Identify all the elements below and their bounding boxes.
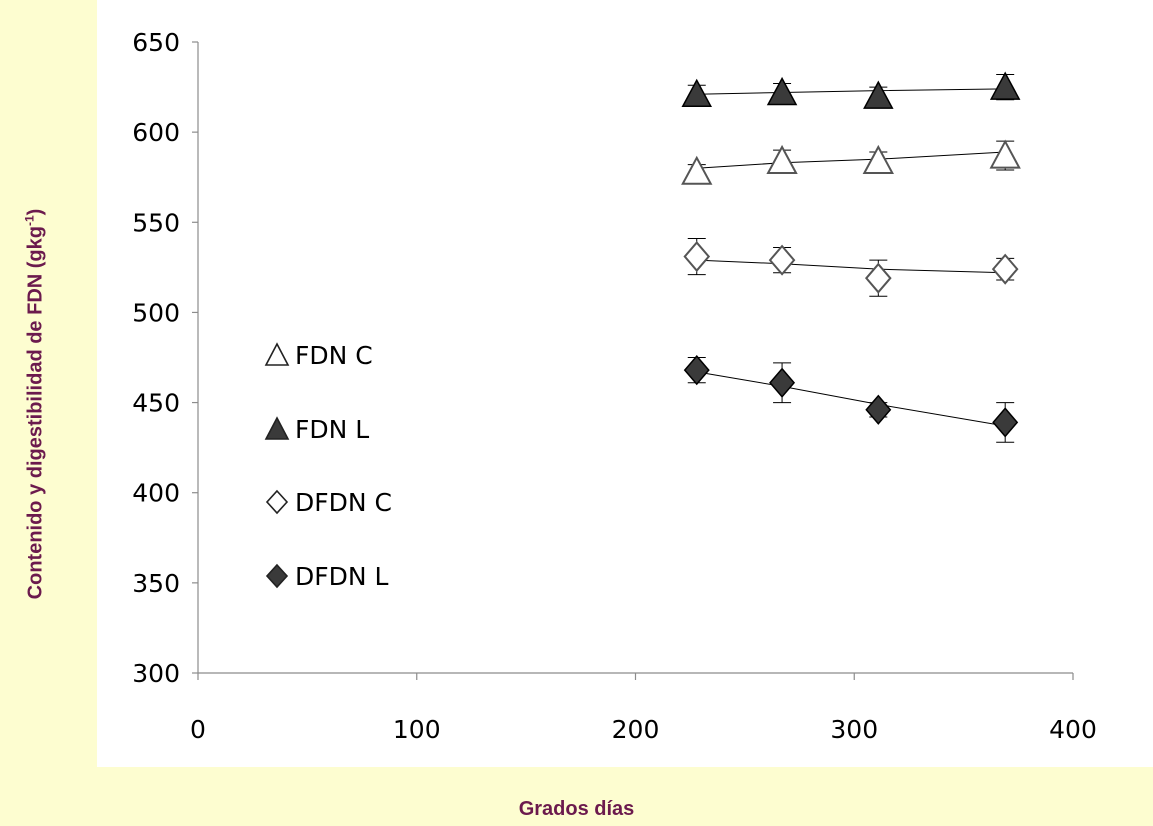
- legend-marker-fdn-c: [264, 342, 290, 366]
- trendline-fdn-l: [696, 88, 1006, 95]
- point-dfdn-c: [864, 262, 892, 294]
- point-dfdn-l: [769, 367, 796, 398]
- legend: FDN C FDN L DFDN C DFDN L: [264, 341, 392, 591]
- trendline-dfdn-l: [696, 371, 1006, 427]
- y-axis-label: Contenido y digestibilidad de FDN (gkg-1…: [22, 208, 47, 600]
- point-fdn-l: [766, 76, 798, 106]
- point-fdn-c: [766, 144, 798, 174]
- y-tick-label: 550: [132, 208, 180, 237]
- point-dfdn-l: [992, 407, 1019, 438]
- point-fdn-c: [989, 139, 1021, 169]
- point-dfdn-l: [683, 354, 710, 386]
- data-markers: [681, 71, 1021, 438]
- legend-label-fdn-l: FDN L: [295, 415, 369, 444]
- plot-area: [97, 0, 1153, 767]
- axes: [192, 41, 1074, 680]
- legend-label-fdn-c: FDN C: [295, 341, 373, 370]
- point-dfdn-c: [683, 241, 711, 273]
- error-bars: [687, 73, 1015, 443]
- trendline-fdn-c: [696, 151, 1006, 169]
- point-fdn-l: [681, 78, 713, 108]
- x-tick-label: 400: [1049, 715, 1097, 744]
- point-fdn-c: [681, 155, 713, 185]
- y-tick-label: 600: [132, 118, 180, 147]
- point-dfdn-c: [991, 253, 1019, 285]
- point-fdn-l: [863, 80, 894, 109]
- point-fdn-c: [862, 144, 894, 174]
- legend-marker-dfdn-l: [265, 563, 289, 589]
- point-dfdn-c: [768, 244, 796, 276]
- point-fdn-l: [989, 71, 1021, 100]
- x-axis-label: Grados días: [518, 798, 635, 820]
- trendline-dfdn-c: [696, 259, 1006, 274]
- x-tick-label: 300: [830, 715, 878, 744]
- y-tick-label: 450: [132, 389, 180, 418]
- legend-label-dfdn-l: DFDN L: [295, 562, 389, 591]
- trendlines: [696, 88, 1006, 427]
- tick-labels: 300 350 400 450 500 550 600 650 0 100 200 300 400: [132, 28, 1097, 744]
- point-dfdn-l: [865, 394, 892, 425]
- legend-marker-fdn-l: [264, 416, 290, 440]
- x-tick-label: 0: [190, 715, 206, 744]
- y-tick-label: 650: [132, 28, 180, 57]
- y-tick-label: 350: [132, 569, 180, 598]
- y-tick-label: 500: [132, 298, 180, 327]
- x-tick-label: 200: [612, 715, 660, 744]
- legend-label-dfdn-c: DFDN C: [295, 488, 392, 517]
- y-tick-label: 400: [132, 479, 180, 508]
- y-tick-label: 300: [132, 659, 180, 688]
- legend-marker-dfdn-c: [265, 489, 289, 515]
- x-tick-label: 100: [393, 715, 441, 744]
